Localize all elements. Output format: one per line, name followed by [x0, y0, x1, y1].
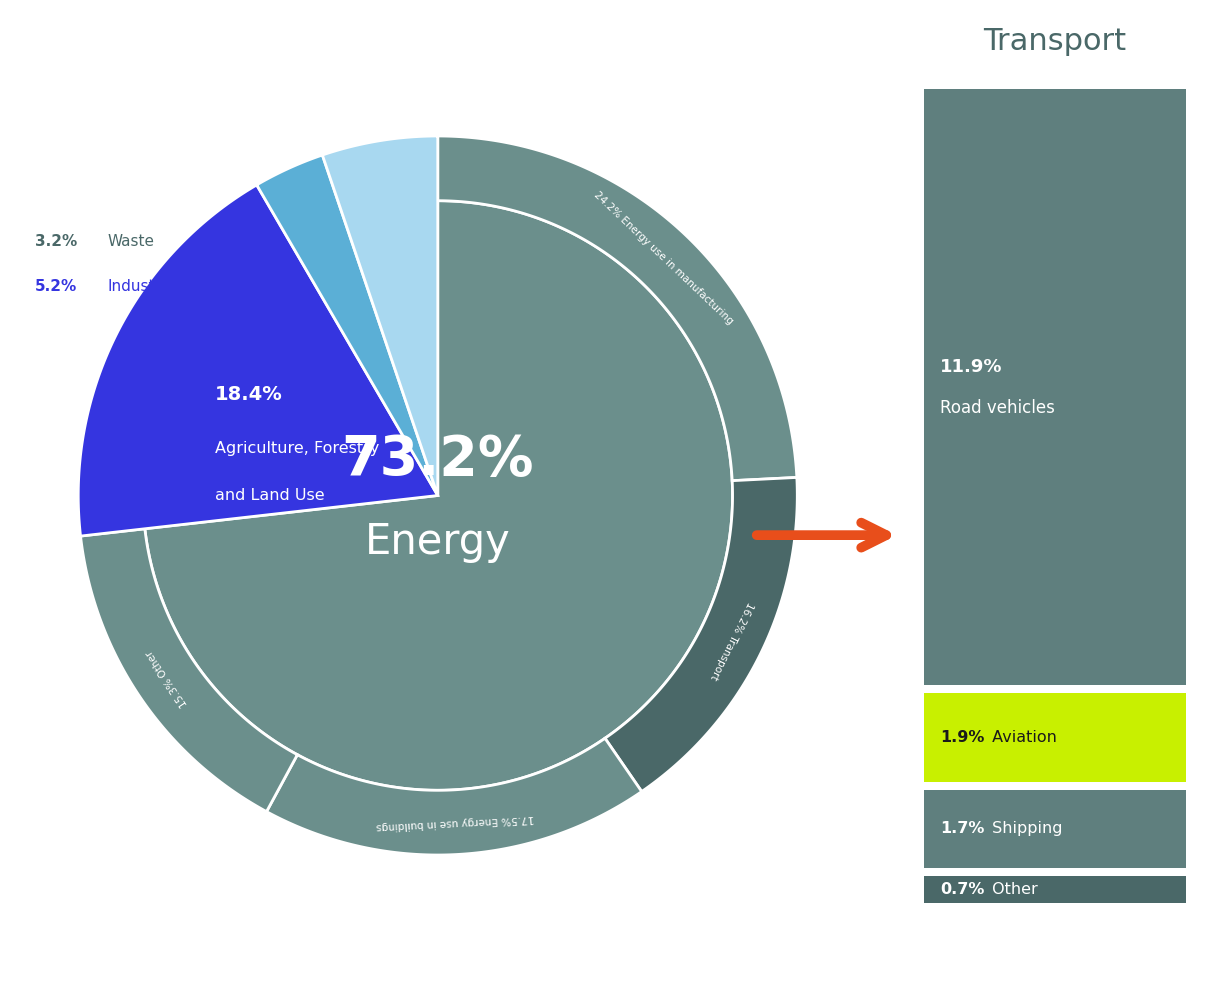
Text: 0.7%: 0.7% — [940, 882, 984, 897]
Polygon shape — [80, 529, 298, 812]
Text: Industry: Industry — [107, 278, 170, 293]
Polygon shape — [438, 136, 796, 481]
Text: 3.2%: 3.2% — [35, 235, 78, 250]
Text: 17.5% Energy use in buildings: 17.5% Energy use in buildings — [376, 813, 535, 831]
Polygon shape — [606, 478, 798, 792]
Text: Road vehicles: Road vehicles — [940, 398, 1054, 417]
Text: Shipping: Shipping — [987, 822, 1063, 836]
Polygon shape — [145, 201, 732, 790]
Bar — [924, 89, 1186, 685]
Text: 18.4%: 18.4% — [215, 385, 282, 404]
Bar — [924, 694, 1186, 782]
Text: and Land Use: and Land Use — [215, 488, 325, 503]
Text: 5.2%: 5.2% — [35, 278, 78, 293]
Text: 73.2%: 73.2% — [342, 432, 534, 487]
Text: Agriculture, Forestry: Agriculture, Forestry — [215, 441, 379, 456]
Text: Transport: Transport — [984, 28, 1126, 56]
Text: 1.7%: 1.7% — [940, 822, 984, 836]
Text: 15.3% Other: 15.3% Other — [143, 648, 190, 709]
Text: Other: Other — [987, 882, 1037, 897]
Text: Waste: Waste — [107, 235, 154, 250]
Polygon shape — [257, 155, 438, 496]
Bar — [924, 790, 1186, 868]
Polygon shape — [322, 136, 438, 496]
Polygon shape — [266, 738, 642, 855]
Text: 1.9%: 1.9% — [940, 730, 984, 745]
Text: Energy: Energy — [365, 521, 511, 563]
Text: 11.9%: 11.9% — [940, 358, 1002, 376]
Bar — [924, 876, 1186, 904]
Text: 16.2% Transport: 16.2% Transport — [708, 600, 754, 681]
Text: 24.2% Energy use in manufacturing: 24.2% Energy use in manufacturing — [592, 190, 734, 327]
Polygon shape — [78, 185, 438, 536]
Text: Aviation: Aviation — [987, 730, 1057, 745]
